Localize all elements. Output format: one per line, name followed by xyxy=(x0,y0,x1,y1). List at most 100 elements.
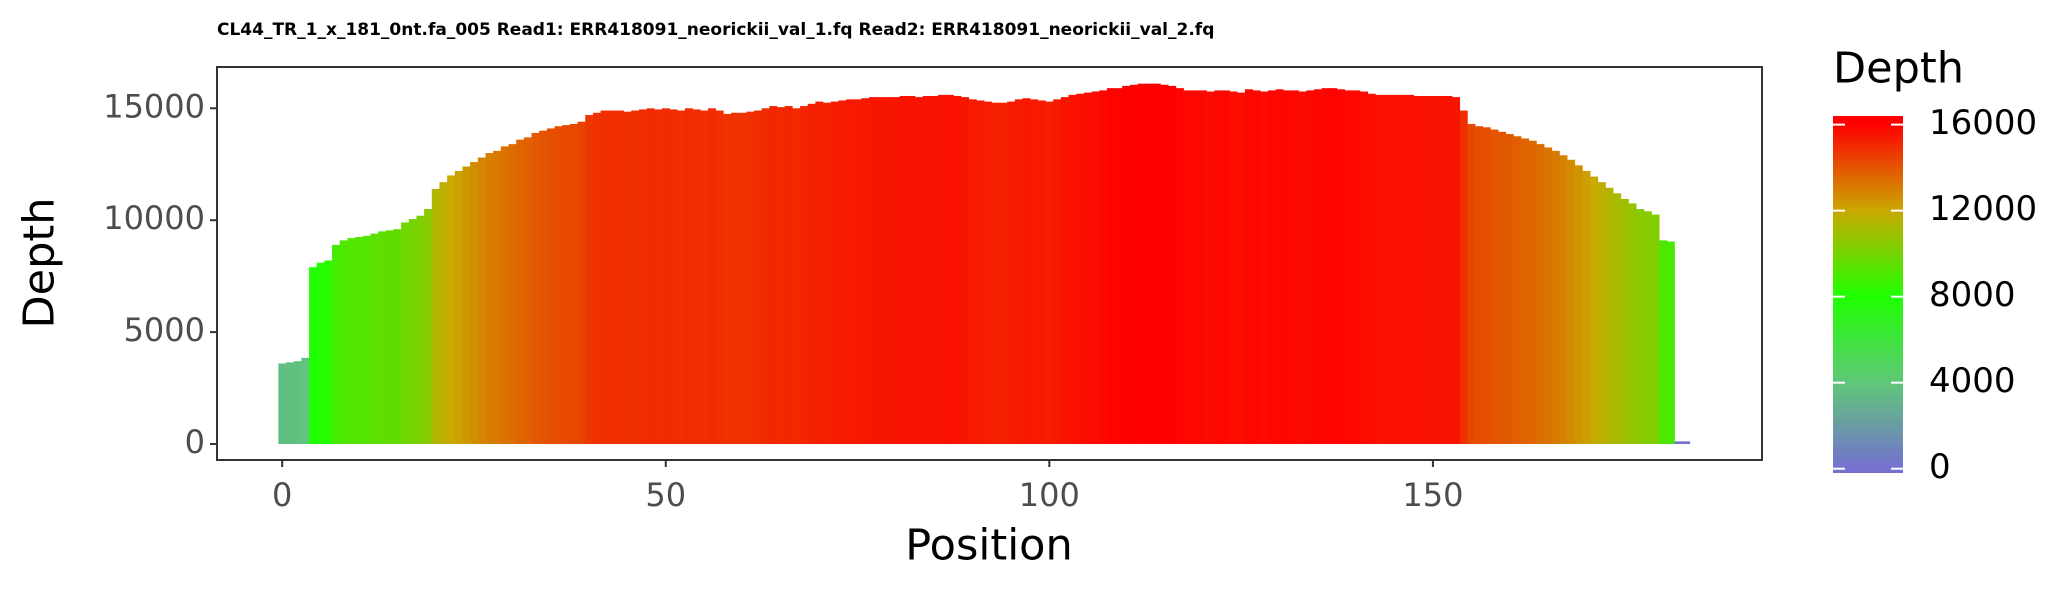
bar xyxy=(408,219,417,445)
y-axis-title: Depth xyxy=(15,198,65,329)
bar xyxy=(1129,84,1138,445)
bar xyxy=(1344,90,1353,445)
colorbar xyxy=(1833,116,1903,473)
bar xyxy=(707,108,716,445)
bar xyxy=(1175,88,1184,445)
bar xyxy=(846,99,855,445)
bar xyxy=(1076,93,1085,445)
bar xyxy=(1275,89,1284,445)
y-tick-label: 15000 xyxy=(103,87,205,125)
bar xyxy=(1674,441,1683,445)
bar xyxy=(1183,90,1192,445)
bar xyxy=(1582,170,1591,445)
bar xyxy=(1482,127,1491,445)
bar xyxy=(654,109,663,445)
bar xyxy=(1375,94,1384,445)
bar xyxy=(661,108,670,445)
bar xyxy=(945,94,954,445)
bar xyxy=(1521,138,1530,445)
bar xyxy=(915,97,924,445)
bar xyxy=(370,233,379,445)
bar xyxy=(1390,94,1399,445)
bar xyxy=(1421,95,1430,445)
bar xyxy=(861,98,870,445)
bar xyxy=(777,107,785,445)
bar xyxy=(1429,95,1438,445)
colorbar-tick-label: 0 xyxy=(1929,447,1951,487)
bar xyxy=(1152,83,1161,445)
bar xyxy=(746,111,755,445)
bar xyxy=(1168,85,1177,445)
bar xyxy=(608,110,617,445)
bar xyxy=(961,97,970,445)
bar xyxy=(723,113,732,445)
bar xyxy=(646,108,655,445)
bar xyxy=(638,109,647,445)
bar xyxy=(984,101,993,445)
bar xyxy=(1252,90,1261,445)
bar xyxy=(623,111,632,445)
bar xyxy=(385,230,394,445)
chart-title: CL44_TR_1_x_181_0nt.fa_005 Read1: ERR418… xyxy=(217,20,1214,40)
bar xyxy=(823,102,832,445)
bar xyxy=(1007,101,1016,445)
bar xyxy=(416,215,425,445)
bar xyxy=(1620,198,1629,445)
bar xyxy=(1191,90,1200,445)
bar xyxy=(792,108,801,445)
bar xyxy=(1037,100,1046,445)
colorbar-tick-label: 12000 xyxy=(1929,189,2037,229)
bar xyxy=(1106,88,1115,445)
bar xyxy=(753,110,762,445)
bar xyxy=(669,109,678,445)
bar xyxy=(1229,91,1238,445)
bar xyxy=(1574,165,1583,445)
bar xyxy=(585,115,594,445)
bar xyxy=(378,231,387,445)
bar xyxy=(1267,90,1276,445)
bar xyxy=(447,175,456,445)
bar xyxy=(362,235,371,445)
bar xyxy=(1060,97,1069,445)
bar xyxy=(332,244,341,445)
bar xyxy=(1682,441,1691,445)
bar xyxy=(1605,187,1614,445)
bar xyxy=(1467,123,1476,445)
bar xyxy=(1030,99,1039,445)
bar xyxy=(339,240,348,445)
bar xyxy=(715,110,724,445)
bar xyxy=(807,103,816,445)
bar xyxy=(876,97,885,445)
bar xyxy=(1260,91,1269,445)
y-tick-label: 10000 xyxy=(103,199,205,237)
bar xyxy=(1053,99,1062,445)
bar xyxy=(615,110,624,445)
bar xyxy=(968,99,977,445)
bar xyxy=(853,99,862,445)
bar xyxy=(508,144,517,445)
bar xyxy=(1444,95,1453,445)
bar xyxy=(692,109,701,445)
bar xyxy=(869,97,878,445)
bar xyxy=(1498,131,1507,445)
bar xyxy=(301,357,310,445)
bar xyxy=(1452,97,1461,445)
bar xyxy=(1313,89,1322,445)
bar xyxy=(347,238,356,445)
bar xyxy=(531,132,540,445)
bar xyxy=(784,106,793,445)
bar xyxy=(1352,90,1361,445)
bar xyxy=(1068,94,1077,445)
bar xyxy=(1206,91,1215,445)
bar xyxy=(393,229,402,445)
bar xyxy=(546,128,555,445)
bar xyxy=(1283,90,1292,445)
bar xyxy=(1544,147,1553,445)
bar xyxy=(316,262,325,445)
y-tick-label: 5000 xyxy=(124,311,205,349)
bar xyxy=(324,260,333,445)
bar xyxy=(1137,83,1146,445)
bar xyxy=(1337,89,1345,445)
bar xyxy=(470,162,479,445)
bar xyxy=(1321,88,1330,445)
